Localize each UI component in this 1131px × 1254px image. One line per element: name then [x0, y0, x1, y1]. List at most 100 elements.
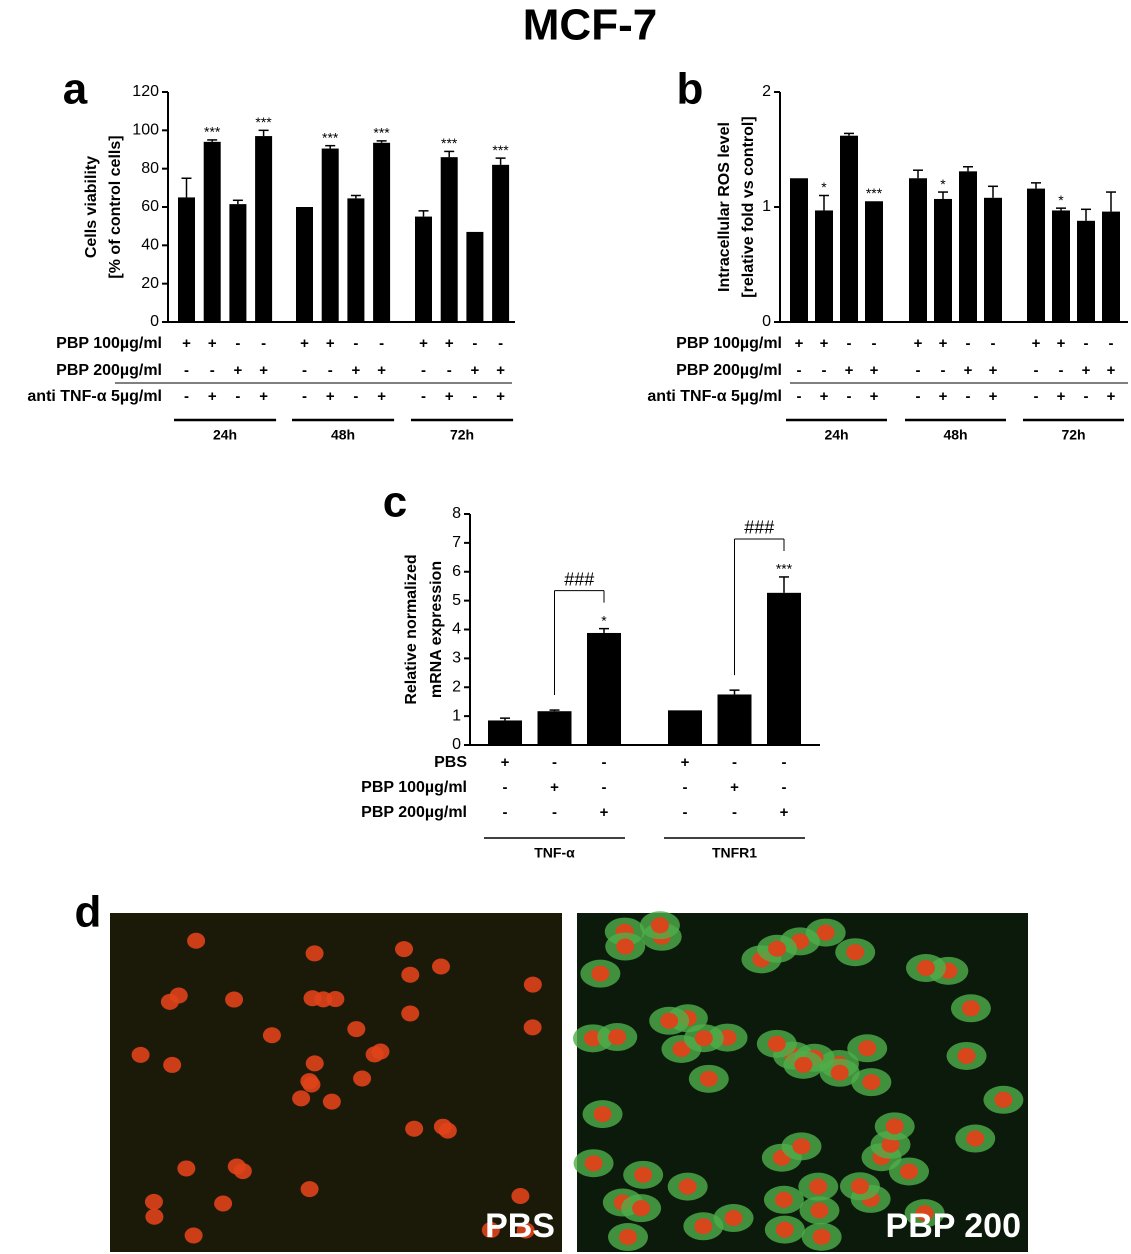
cell: [431, 958, 450, 975]
significance: *: [601, 612, 607, 628]
cell-nucleus: [584, 1155, 603, 1172]
cell: [145, 1208, 164, 1225]
condition-mark: +: [208, 388, 217, 405]
significance: ***: [255, 114, 272, 130]
y-axis-label: Intracellular ROS level: [716, 122, 733, 292]
cell-nucleus: [608, 1029, 627, 1046]
bar: [959, 171, 977, 322]
condition-mark: -: [503, 779, 508, 796]
group-label: 72h: [1061, 427, 1085, 443]
cell: [401, 1005, 420, 1022]
cell: [292, 1090, 311, 1107]
condition-mark: +: [780, 804, 789, 821]
condition-mark: +: [1107, 388, 1116, 405]
condition-mark: +: [326, 335, 335, 352]
bar: [717, 694, 752, 745]
bar: [203, 141, 221, 322]
bar: [488, 720, 522, 745]
cell: [353, 1070, 372, 1087]
cell-nucleus: [792, 1138, 811, 1155]
row-label: PBP 100µg/ml: [56, 335, 162, 352]
cell: [405, 1120, 424, 1137]
condition-mark: -: [472, 388, 477, 405]
cell: [163, 1056, 182, 1073]
row-label: PBP 100µg/ml: [676, 335, 782, 352]
condition-mark: -: [966, 388, 971, 405]
condition-mark: -: [302, 388, 307, 405]
cell: [516, 1222, 535, 1239]
condition-mark: +: [939, 335, 948, 352]
condition-mark: +: [445, 335, 454, 352]
bar: [347, 198, 365, 322]
row-label: PBS: [434, 754, 467, 771]
cell-nucleus: [810, 1202, 829, 1219]
condition-mark: +: [234, 362, 243, 379]
condition-mark: -: [941, 362, 946, 379]
cell: [322, 1093, 341, 1110]
bar: [321, 148, 339, 322]
condition-mark: +: [550, 779, 559, 796]
cell-nucleus: [846, 944, 865, 961]
cell: [481, 1222, 500, 1239]
bar: [229, 204, 247, 322]
significance: ***: [373, 125, 390, 141]
cell: [371, 1043, 390, 1060]
cell-nucleus: [593, 1106, 612, 1123]
bar: [255, 136, 273, 322]
cell-nucleus: [632, 1200, 651, 1217]
bar: [492, 164, 510, 322]
cell-nucleus: [619, 1229, 638, 1246]
group-label: TNFR1: [712, 845, 757, 861]
condition-mark: +: [496, 362, 505, 379]
cell-nucleus: [862, 1074, 881, 1091]
condition-mark: +: [496, 388, 505, 405]
cell: [401, 966, 420, 983]
micrograph: [110, 913, 562, 1252]
condition-mark: -: [732, 804, 737, 821]
y-tick-label: 5: [452, 592, 461, 609]
condition-mark: +: [419, 335, 428, 352]
condition-mark: -: [503, 804, 508, 821]
cell: [177, 1160, 196, 1177]
cell-nucleus: [858, 1040, 877, 1057]
cell: [187, 932, 206, 949]
cell-nucleus: [660, 1012, 679, 1029]
cell: [214, 1195, 233, 1212]
bar: [537, 711, 572, 745]
cell-nucleus: [816, 924, 835, 941]
cell-nucleus: [957, 1047, 976, 1064]
condition-mark: -: [498, 335, 503, 352]
condition-mark: -: [732, 754, 737, 771]
condition-mark: +: [300, 335, 309, 352]
condition-mark: +: [1032, 335, 1041, 352]
condition-mark: +: [681, 754, 690, 771]
bar: [1027, 188, 1045, 322]
condition-mark: -: [797, 388, 802, 405]
condition-mark: +: [182, 335, 191, 352]
y-axis-label: mRNA expression: [428, 561, 445, 698]
y-tick-label: 40: [141, 237, 159, 254]
cell-nucleus: [881, 1136, 900, 1153]
condition-mark: -: [602, 754, 607, 771]
condition-mark: -: [353, 388, 358, 405]
bar: [178, 197, 195, 322]
y-tick-label: 0: [150, 313, 159, 330]
condition-mark: +: [1107, 362, 1116, 379]
condition-mark: +: [471, 362, 480, 379]
y-tick-label: 3: [452, 650, 461, 667]
bar: [466, 231, 484, 322]
group-label: TNF-α: [534, 845, 575, 861]
condition-mark: +: [377, 362, 386, 379]
cell-nucleus: [650, 917, 669, 934]
condition-mark: -: [235, 388, 240, 405]
group-label: 72h: [450, 427, 474, 443]
condition-mark: +: [208, 335, 217, 352]
bar: [790, 178, 808, 322]
significance: ***: [322, 129, 339, 145]
cells: [131, 911, 1024, 1252]
condition-mark: -: [184, 362, 189, 379]
row-label: PBP 200µg/ml: [676, 362, 782, 379]
row-label: PBP 200µg/ml: [56, 362, 162, 379]
cell-nucleus: [694, 1030, 713, 1047]
cell: [433, 1118, 452, 1135]
